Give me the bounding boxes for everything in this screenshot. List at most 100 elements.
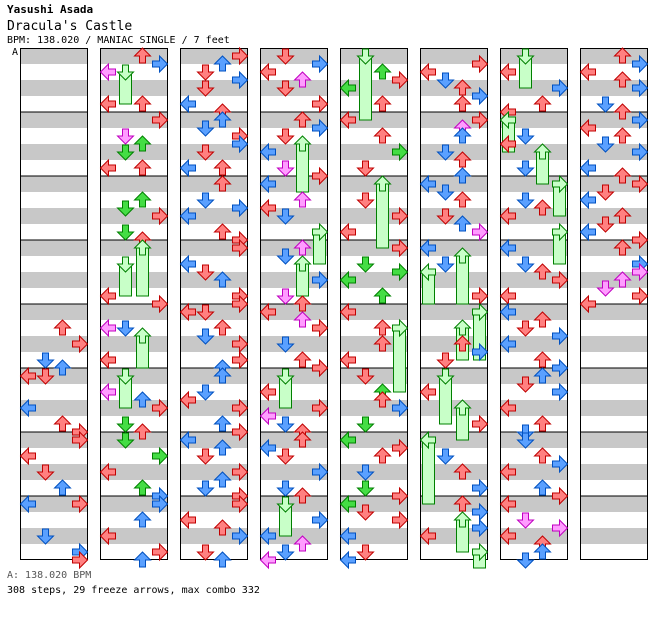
up-arrow (213, 551, 232, 568)
right-arrow (632, 78, 649, 98)
left-arrow (99, 158, 116, 178)
beat-stripe (100, 208, 168, 224)
beat-stripe (20, 208, 88, 224)
left-arrow (99, 462, 116, 482)
down-arrow (516, 432, 535, 449)
up-arrow (453, 95, 472, 112)
right-arrow (312, 318, 329, 338)
left-arrow (419, 62, 436, 82)
column-border (420, 48, 488, 560)
beat-stripe (500, 496, 568, 512)
beat-stripe (260, 304, 328, 320)
up-arrow (133, 135, 152, 152)
up-arrow (533, 199, 552, 216)
left-arrow (259, 142, 276, 162)
left-arrow (19, 398, 36, 418)
up-arrow (453, 335, 472, 352)
up-arrow (373, 95, 392, 112)
beat-stripe (500, 528, 568, 544)
down-arrow (276, 480, 295, 497)
beat-stripe (100, 336, 168, 352)
down-arrow (196, 120, 215, 137)
right-arrow (392, 486, 409, 506)
right-arrow (472, 222, 489, 242)
down-arrow (596, 280, 615, 297)
left-arrow (179, 430, 196, 450)
right-arrow (472, 342, 489, 362)
right-arrow (232, 422, 249, 442)
left-arrow (499, 302, 516, 322)
beat-stripe (500, 240, 568, 256)
down-arrow (436, 208, 455, 225)
beat-stripe (340, 272, 408, 288)
right-arrow (232, 46, 249, 66)
up-arrow (373, 63, 392, 80)
down-arrow (516, 160, 535, 177)
left-arrow (179, 254, 196, 274)
up-arrow (213, 367, 232, 384)
freeze-tail (393, 327, 406, 393)
left-arrow (99, 62, 116, 82)
down-arrow (356, 160, 375, 177)
down-arrow (196, 304, 215, 321)
down-arrow (516, 256, 535, 273)
right-arrow (392, 318, 409, 338)
left-arrow (179, 302, 196, 322)
beat-stripe (100, 112, 168, 128)
beat-stripe (340, 496, 408, 512)
down-arrow (276, 288, 295, 305)
left-arrow (499, 526, 516, 546)
up-arrow (53, 479, 72, 496)
up-arrow (453, 215, 472, 232)
up-arrow (613, 47, 632, 64)
up-arrow (453, 495, 472, 512)
down-arrow (276, 80, 295, 97)
beat-stripe (340, 112, 408, 128)
left-arrow (19, 494, 36, 514)
up-arrow (213, 159, 232, 176)
up-arrow (293, 239, 312, 256)
up-arrow (213, 471, 232, 488)
down-arrow (356, 544, 375, 561)
down-arrow (276, 416, 295, 433)
right-arrow (232, 70, 249, 90)
down-arrow (196, 192, 215, 209)
right-arrow (552, 78, 569, 98)
beat-stripe (500, 208, 568, 224)
down-arrow (516, 48, 535, 65)
down-arrow (36, 368, 55, 385)
up-arrow (53, 319, 72, 336)
right-arrow (232, 350, 249, 370)
beat-stripe (180, 432, 248, 448)
beat-stripe (100, 400, 168, 416)
left-arrow (179, 94, 196, 114)
right-arrow (72, 334, 89, 354)
down-arrow (516, 552, 535, 569)
left-arrow (579, 118, 596, 138)
left-arrow (499, 238, 516, 258)
beat-stripe (340, 208, 408, 224)
beat-stripe (100, 464, 168, 480)
right-arrow (312, 94, 329, 114)
up-arrow (533, 543, 552, 560)
up-arrow (453, 247, 472, 264)
beat-stripe (500, 80, 568, 96)
right-arrow (632, 262, 649, 282)
beat-stripe (20, 496, 88, 512)
up-arrow (533, 447, 552, 464)
beat-stripe (580, 432, 648, 448)
bpm-marker: A (12, 47, 19, 58)
right-arrow (392, 262, 409, 282)
beat-stripe (100, 528, 168, 544)
freeze-tail (422, 439, 435, 505)
column-border (20, 48, 88, 560)
right-arrow (312, 510, 329, 530)
right-arrow (472, 542, 489, 562)
up-arrow (213, 55, 232, 72)
beat-stripe (260, 144, 328, 160)
left-arrow (499, 398, 516, 418)
left-arrow (419, 262, 436, 282)
beat-stripe (260, 528, 328, 544)
down-arrow (436, 72, 455, 89)
beat-stripe (580, 400, 648, 416)
